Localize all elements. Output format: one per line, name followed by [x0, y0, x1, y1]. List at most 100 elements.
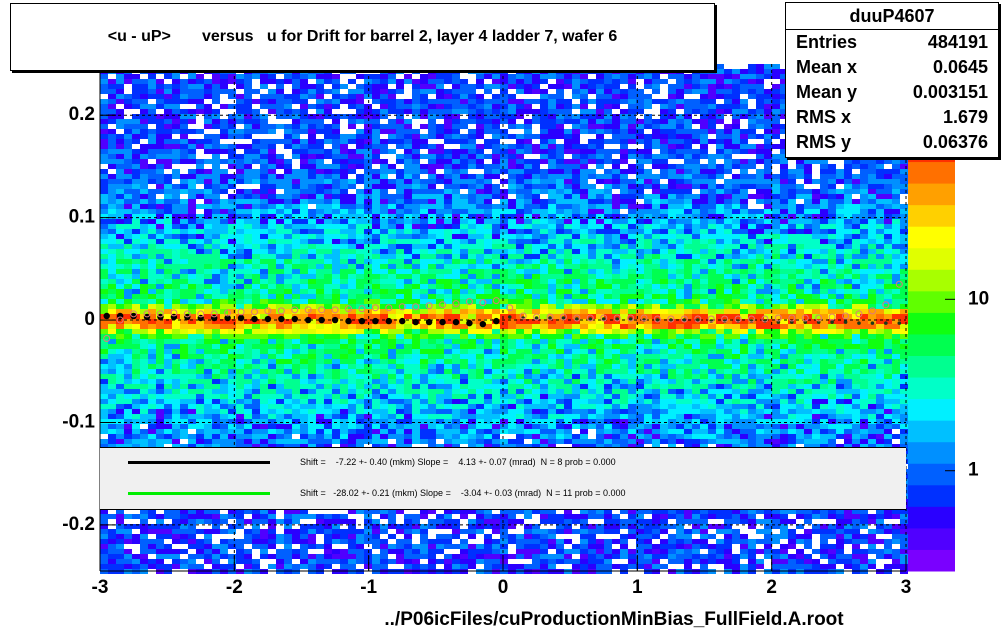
heat-cell — [252, 559, 260, 564]
heat-cell — [508, 239, 516, 244]
heat-cell — [220, 564, 228, 569]
heat-cell — [452, 279, 460, 284]
heat-cell — [404, 219, 412, 224]
heat-cell — [356, 349, 364, 354]
heat-cell — [268, 344, 276, 349]
heat-cell — [468, 429, 476, 434]
heat-cell — [476, 94, 484, 99]
heat-cell — [436, 74, 444, 79]
heat-cell — [108, 109, 116, 114]
heat-cell — [260, 79, 268, 84]
heat-cell — [156, 399, 164, 404]
heat-cell — [284, 334, 292, 339]
heat-cell — [108, 239, 116, 244]
heat-cell — [252, 349, 260, 354]
heat-cell — [444, 239, 452, 244]
heat-cell — [436, 434, 444, 439]
heat-cell — [252, 344, 260, 349]
heat-cell — [132, 329, 140, 334]
heat-cell — [388, 164, 396, 169]
heat-cell — [268, 149, 276, 154]
heat-cell — [132, 514, 140, 519]
heat-cell — [188, 559, 196, 564]
heat-cell — [148, 399, 156, 404]
heat-cell — [236, 344, 244, 349]
heat-cell — [188, 384, 196, 389]
heat-cell — [516, 139, 524, 144]
heat-cell — [108, 99, 116, 104]
heat-cell — [212, 514, 220, 519]
heat-cell — [388, 199, 396, 204]
heat-cell — [460, 389, 468, 394]
heat-cell — [260, 69, 268, 74]
heat-cell — [124, 214, 132, 219]
heat-cell — [460, 284, 468, 289]
heat-cell — [508, 424, 516, 429]
heat-cell — [236, 539, 244, 544]
heat-cell — [316, 209, 324, 214]
heat-cell — [124, 199, 132, 204]
heat-cell — [196, 269, 204, 274]
heat-cell — [132, 269, 140, 274]
heat-cell — [452, 364, 460, 369]
heat-cell — [276, 109, 284, 114]
heat-cell — [308, 274, 316, 279]
heat-cell — [460, 139, 468, 144]
heat-cell — [436, 429, 444, 434]
heat-cell — [516, 149, 524, 154]
heat-cell — [204, 194, 212, 199]
heat-cell — [428, 364, 436, 369]
heat-cell — [268, 384, 276, 389]
heat-cell — [260, 389, 268, 394]
heat-cell — [172, 319, 180, 324]
heat-cell — [244, 89, 252, 94]
heat-cell — [476, 329, 484, 334]
heat-cell — [132, 234, 140, 239]
heat-cell — [292, 214, 300, 219]
heat-cell — [348, 524, 356, 529]
heat-cell — [204, 364, 212, 369]
heat-cell — [476, 304, 484, 309]
heat-cell — [524, 199, 532, 204]
heat-cell — [436, 329, 444, 334]
heat-cell — [132, 159, 140, 164]
heat-cell — [452, 174, 460, 179]
heat-cell — [308, 379, 316, 384]
heat-cell — [508, 344, 516, 349]
heat-cell — [180, 284, 188, 289]
heat-cell — [396, 419, 404, 424]
heat-cell — [308, 539, 316, 544]
heat-cell — [140, 134, 148, 139]
heat-cell — [372, 89, 380, 94]
heat-cell — [460, 269, 468, 274]
heat-cell — [476, 149, 484, 154]
heat-cell — [404, 184, 412, 189]
heat-cell — [356, 289, 364, 294]
heat-cell — [468, 374, 476, 379]
heat-cell — [188, 359, 196, 364]
heat-cell — [188, 329, 196, 334]
heat-cell — [252, 154, 260, 159]
heat-cell — [188, 519, 196, 524]
heat-cell — [124, 209, 132, 214]
heat-cell — [276, 389, 284, 394]
heat-cell — [228, 94, 236, 99]
heat-cell — [316, 529, 324, 534]
heat-cell — [476, 519, 484, 524]
heat-cell — [444, 409, 452, 414]
heat-cell — [300, 84, 308, 89]
heat-cell — [172, 189, 180, 194]
heat-cell — [268, 409, 276, 414]
heat-cell — [396, 329, 404, 334]
heat-cell — [348, 99, 356, 104]
heat-cell — [380, 349, 388, 354]
heat-cell — [276, 339, 284, 344]
heat-cell — [260, 259, 268, 264]
heat-cell — [420, 529, 428, 534]
heat-cell — [132, 84, 140, 89]
heat-cell — [244, 279, 252, 284]
heat-cell — [236, 284, 244, 289]
heat-cell — [484, 304, 492, 309]
heat-cell — [244, 169, 252, 174]
heat-cell — [300, 564, 308, 569]
